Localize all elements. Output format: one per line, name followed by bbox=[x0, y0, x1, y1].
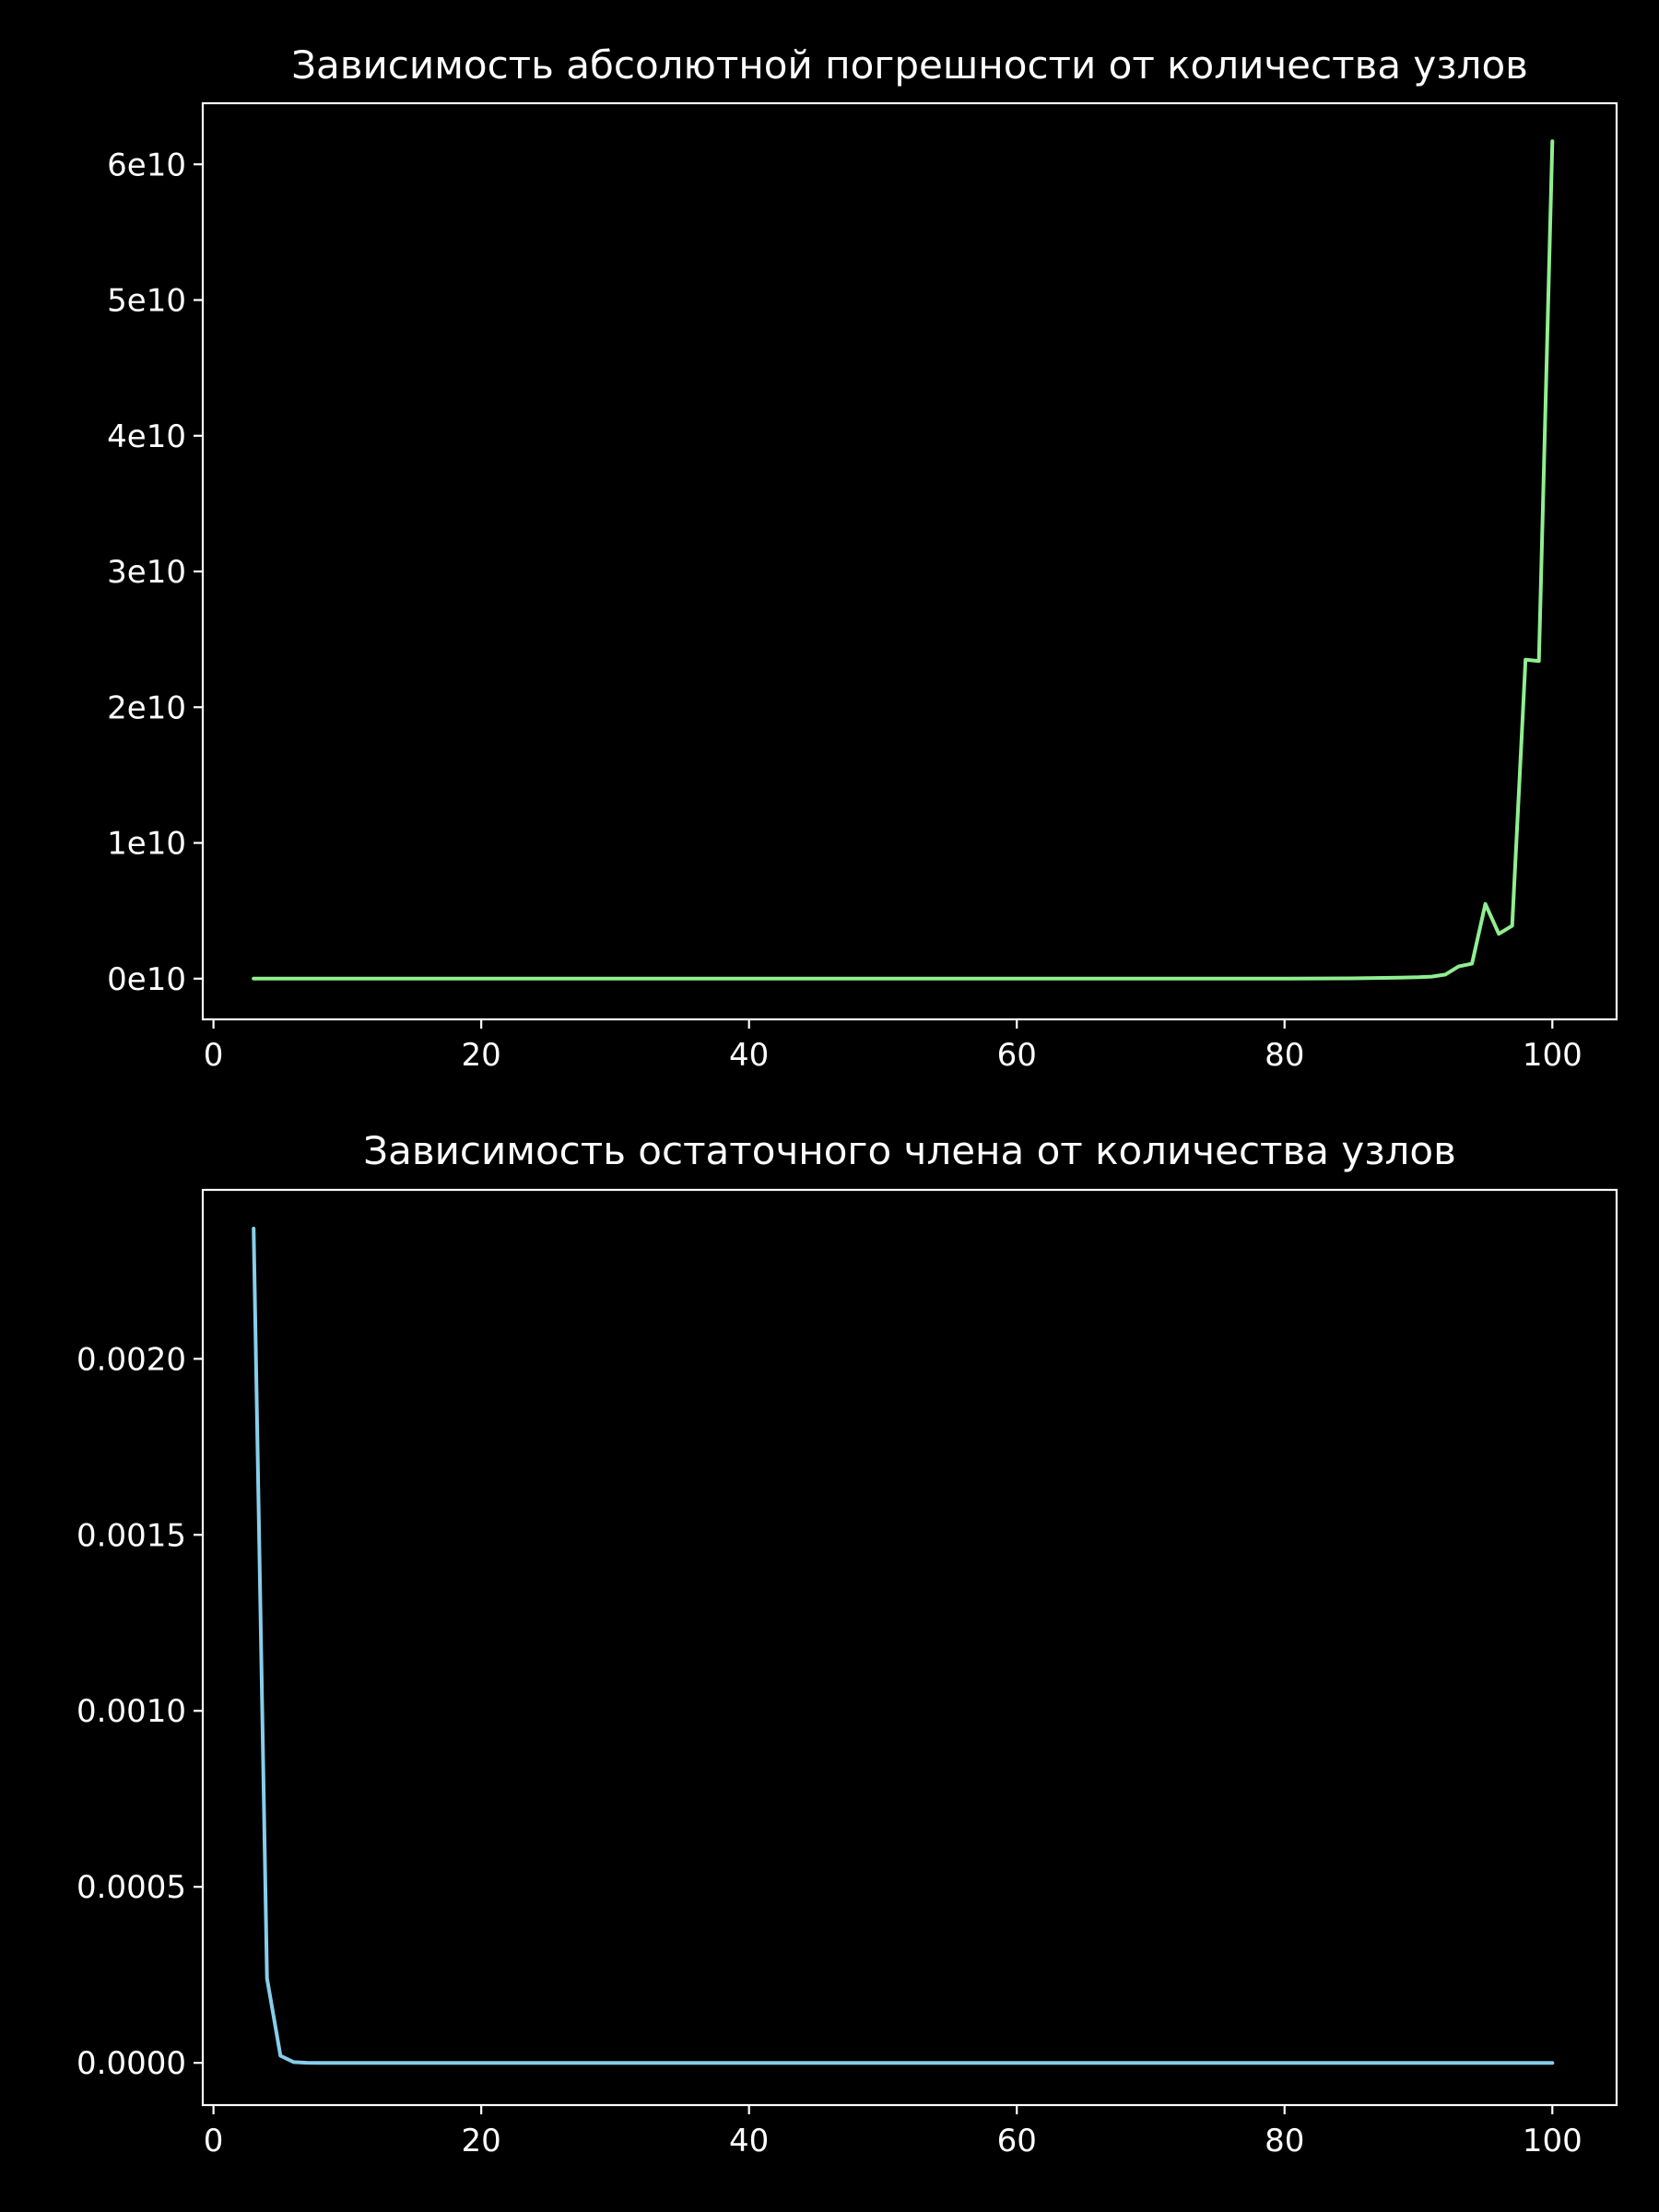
x-tick-label: 20 bbox=[462, 1037, 501, 1074]
x-tick-label: 40 bbox=[729, 2123, 769, 2159]
chart-title: Зависимость абсолютной погрешности от ко… bbox=[291, 42, 1528, 88]
chart-remainder-term: Зависимость остаточного члена от количес… bbox=[76, 1128, 1618, 2159]
axes-frame bbox=[201, 101, 1618, 1021]
y-tick-label: 6e10 bbox=[107, 147, 186, 183]
series-line bbox=[252, 139, 1555, 981]
x-tick-label: 100 bbox=[1523, 2123, 1583, 2159]
x-tick-label: 0 bbox=[204, 2123, 224, 2159]
y-tick-label: 0.0020 bbox=[76, 1341, 186, 1378]
y-tick-label: 0.0000 bbox=[76, 2045, 186, 2082]
x-tick-label: 80 bbox=[1265, 1037, 1304, 1074]
x-tick-label: 80 bbox=[1265, 2123, 1304, 2159]
x-tick-label: 60 bbox=[997, 2123, 1037, 2159]
y-tick-label: 0.0010 bbox=[76, 1693, 186, 1730]
x-tick-label: 40 bbox=[729, 1037, 769, 1074]
chart-absolute-error: Зависимость абсолютной погрешности от ко… bbox=[107, 42, 1618, 1074]
y-tick-label: 4e10 bbox=[107, 418, 186, 455]
chart-title: Зависимость остаточного члена от количес… bbox=[363, 1128, 1456, 1173]
y-tick-label: 0.0015 bbox=[76, 1517, 186, 1554]
axes-frame bbox=[201, 1188, 1618, 2107]
y-tick-label: 2e10 bbox=[107, 689, 186, 726]
x-tick-label: 60 bbox=[997, 1037, 1037, 1074]
y-tick-label: 3e10 bbox=[107, 554, 186, 591]
x-tick-label: 0 bbox=[204, 1037, 224, 1074]
series-line bbox=[252, 1227, 1555, 2065]
y-tick-label: 1e10 bbox=[107, 826, 186, 863]
x-tick-label: 20 bbox=[462, 2123, 501, 2159]
y-tick-label: 0e10 bbox=[107, 961, 186, 998]
y-tick-label: 5e10 bbox=[107, 283, 186, 320]
y-tick-label: 0.0005 bbox=[76, 1869, 186, 1906]
x-tick-label: 100 bbox=[1523, 1037, 1583, 1074]
